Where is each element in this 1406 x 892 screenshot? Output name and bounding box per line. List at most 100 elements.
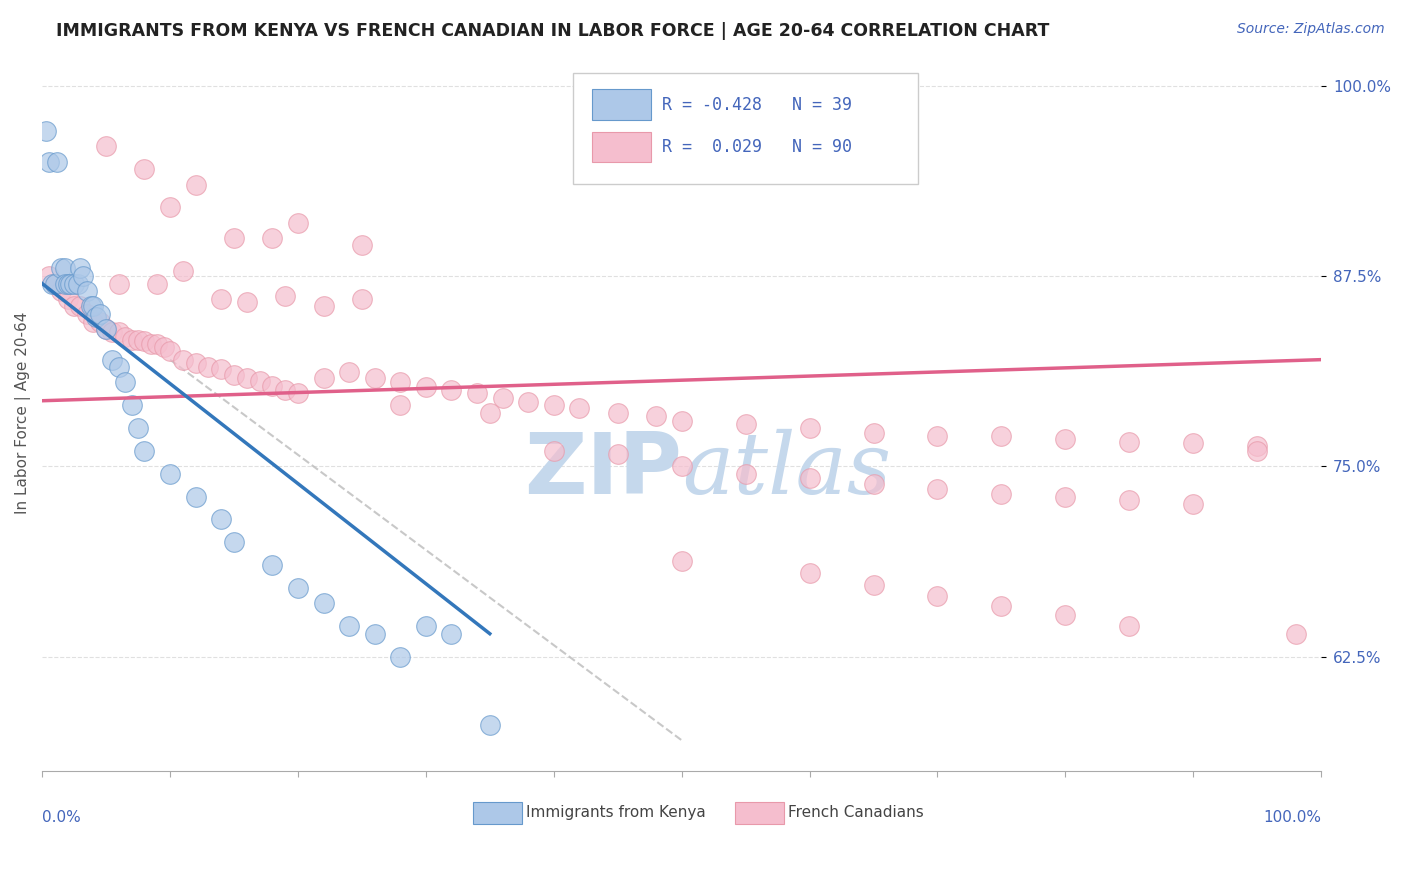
Y-axis label: In Labor Force | Age 20-64: In Labor Force | Age 20-64: [15, 311, 31, 514]
Point: [159, 343, 181, 358]
Point: [389, 649, 412, 664]
Point: [209, 361, 232, 376]
Point: [89, 315, 111, 329]
Point: [236, 371, 259, 385]
Point: [35, 124, 58, 138]
Point: [606, 447, 628, 461]
Point: [56, 277, 79, 291]
Point: [51, 261, 73, 276]
Point: [249, 374, 271, 388]
Point: [799, 566, 821, 580]
Text: R =  0.029   N = 90: R = 0.029 N = 90: [662, 138, 852, 156]
Point: [671, 459, 693, 474]
Text: 0.0%: 0.0%: [42, 810, 82, 825]
Point: [312, 596, 335, 610]
Point: [645, 409, 668, 423]
Point: [990, 486, 1012, 500]
Point: [287, 386, 309, 401]
Point: [568, 401, 591, 416]
Point: [53, 277, 76, 291]
Point: [517, 395, 540, 409]
Text: IMMIGRANTS FROM KENYA VS FRENCH CANADIAN IN LABOR FORCE | AGE 20-64 CORRELATION : IMMIGRANTS FROM KENYA VS FRENCH CANADIAN…: [56, 22, 1050, 40]
Point: [63, 299, 86, 313]
Point: [927, 429, 949, 443]
Point: [222, 368, 245, 382]
Point: [287, 581, 309, 595]
Point: [491, 391, 513, 405]
Point: [114, 330, 136, 344]
Point: [440, 383, 463, 397]
Point: [274, 383, 297, 397]
Text: Immigrants from Kenya: Immigrants from Kenya: [526, 805, 706, 821]
Point: [274, 288, 297, 302]
Point: [1118, 619, 1140, 633]
Point: [389, 376, 412, 390]
Point: [121, 333, 143, 347]
Point: [121, 398, 143, 412]
Point: [108, 325, 131, 339]
Point: [1118, 492, 1140, 507]
Point: [862, 578, 884, 592]
FancyBboxPatch shape: [735, 802, 785, 824]
Point: [108, 360, 131, 375]
Point: [927, 482, 949, 496]
Point: [134, 444, 156, 458]
Point: [1246, 439, 1268, 453]
Point: [69, 299, 91, 313]
Point: [262, 378, 284, 392]
Point: [337, 365, 360, 379]
Point: [363, 371, 385, 385]
Point: [287, 216, 309, 230]
Point: [51, 284, 73, 298]
Point: [222, 231, 245, 245]
Point: [478, 406, 501, 420]
Point: [152, 341, 174, 355]
Point: [184, 356, 207, 370]
FancyBboxPatch shape: [474, 802, 522, 824]
Point: [1246, 444, 1268, 458]
Text: R = -0.428   N = 39: R = -0.428 N = 39: [662, 95, 852, 113]
Point: [139, 337, 162, 351]
Point: [209, 512, 232, 526]
Point: [146, 277, 169, 291]
Point: [94, 139, 117, 153]
Point: [146, 337, 169, 351]
Point: [37, 268, 59, 283]
Point: [415, 619, 437, 633]
Point: [101, 325, 124, 339]
Point: [89, 307, 111, 321]
Point: [134, 162, 156, 177]
Point: [108, 277, 131, 291]
Point: [127, 421, 149, 435]
Text: French Canadians: French Canadians: [787, 805, 924, 821]
Point: [350, 238, 373, 252]
Point: [671, 553, 693, 567]
Point: [440, 626, 463, 640]
Point: [990, 599, 1012, 614]
FancyBboxPatch shape: [592, 132, 651, 162]
Point: [543, 444, 565, 458]
Point: [72, 268, 94, 283]
Point: [66, 277, 89, 291]
Point: [184, 490, 207, 504]
Point: [127, 333, 149, 347]
Point: [262, 558, 284, 573]
Point: [236, 294, 259, 309]
Point: [94, 322, 117, 336]
Point: [76, 284, 98, 298]
Point: [350, 292, 373, 306]
Point: [63, 277, 86, 291]
FancyBboxPatch shape: [572, 73, 918, 184]
Point: [41, 277, 63, 291]
Point: [69, 261, 91, 276]
Point: [363, 626, 385, 640]
Point: [172, 352, 194, 367]
Point: [478, 718, 501, 732]
Point: [184, 178, 207, 192]
Point: [222, 535, 245, 549]
Point: [337, 619, 360, 633]
Point: [465, 386, 488, 401]
Text: Source: ZipAtlas.com: Source: ZipAtlas.com: [1237, 22, 1385, 37]
FancyBboxPatch shape: [592, 89, 651, 120]
Point: [159, 467, 181, 481]
